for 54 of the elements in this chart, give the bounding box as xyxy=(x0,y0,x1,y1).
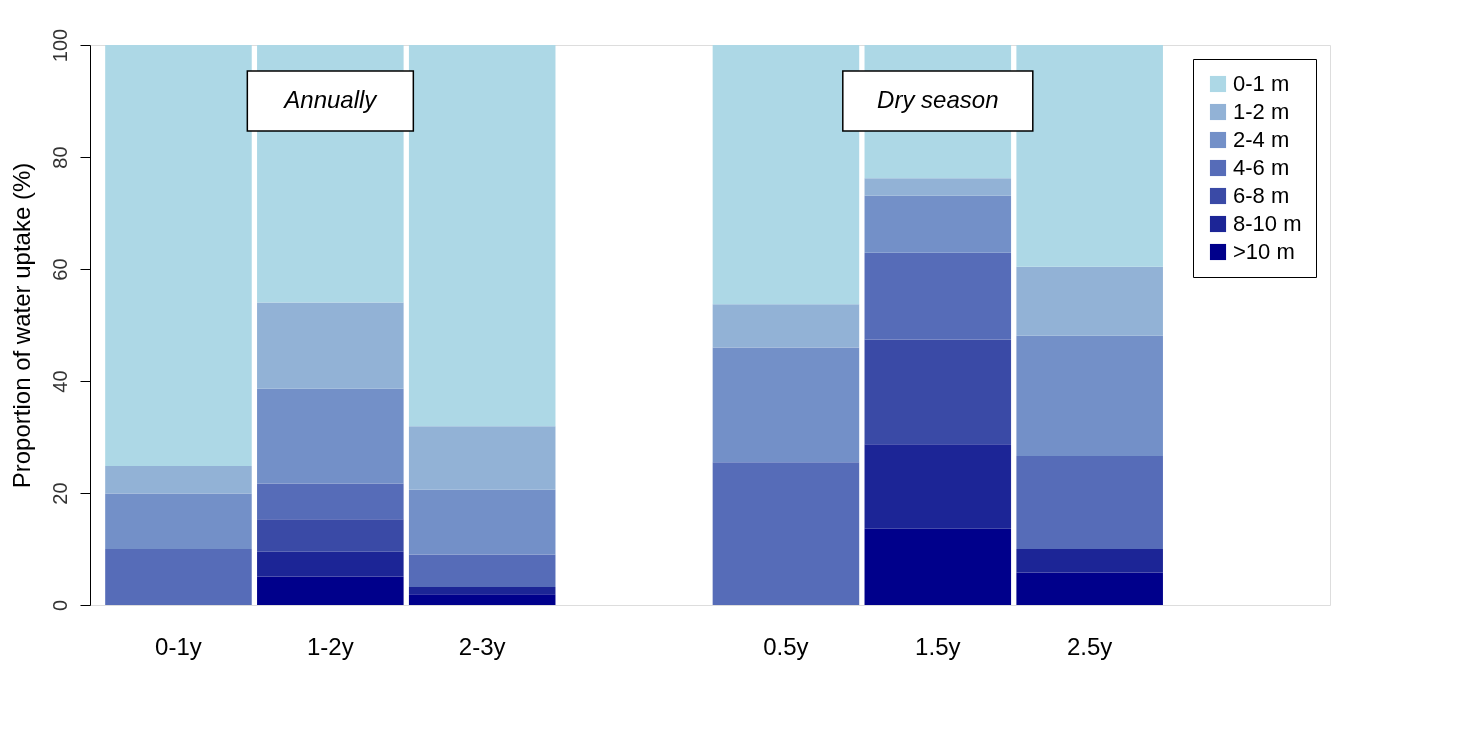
bar xyxy=(1016,45,1163,267)
bar xyxy=(105,45,252,467)
bar xyxy=(1016,335,1163,457)
x-tick-label: 1-2y xyxy=(306,632,354,660)
bar xyxy=(105,466,252,494)
legend-label: 4-6 m xyxy=(1233,155,1290,180)
x-tick-label: 1.5y xyxy=(915,632,961,660)
legend-label: 0-1 m xyxy=(1233,71,1290,96)
x-tick-label: 2.5y xyxy=(1066,632,1113,660)
annotation: Dry season xyxy=(877,86,999,113)
bar xyxy=(408,489,556,555)
bar xyxy=(712,45,860,305)
legend-label: 2-4 m xyxy=(1233,127,1290,152)
bar xyxy=(408,594,556,605)
bar xyxy=(257,302,404,389)
bar xyxy=(257,519,404,552)
y-tick-label: 60 xyxy=(48,258,71,281)
bar xyxy=(257,388,404,484)
bar xyxy=(864,528,1012,605)
bar xyxy=(257,483,404,520)
bar xyxy=(105,493,252,549)
bar xyxy=(408,426,556,490)
bar xyxy=(712,304,860,348)
bar xyxy=(408,587,556,595)
bar xyxy=(257,551,404,577)
bar xyxy=(864,195,1012,253)
legend-label: 6-8 m xyxy=(1233,183,1290,208)
y-tick-label: 20 xyxy=(48,482,71,505)
y-tick-label: 80 xyxy=(48,146,71,169)
bar xyxy=(1016,572,1163,605)
bar xyxy=(864,339,1012,445)
bar xyxy=(1016,266,1163,336)
bar xyxy=(1016,456,1163,549)
bar xyxy=(408,554,556,588)
legend-label: >10 m xyxy=(1233,239,1295,264)
bar xyxy=(1016,549,1163,573)
legend-label: 1-2 m xyxy=(1233,99,1290,124)
y-axis-title: Proportion of water uptake (%) xyxy=(7,162,35,489)
bar xyxy=(408,45,556,427)
bar xyxy=(257,576,404,605)
annotation: Annually xyxy=(282,86,379,113)
bar xyxy=(864,252,1012,340)
bar xyxy=(712,462,860,605)
bar xyxy=(712,347,860,463)
legend-label: 8-10 m xyxy=(1233,211,1302,236)
x-tick-label: 0-1y xyxy=(155,632,202,660)
bar xyxy=(864,444,1012,529)
y-tick-label: 40 xyxy=(48,370,71,393)
y-tick-label: 100 xyxy=(48,28,71,63)
y-tick-label: 0 xyxy=(48,599,71,612)
bar xyxy=(864,178,1012,196)
x-tick-label: 0.5y xyxy=(763,632,809,660)
x-tick-label: 2-3y xyxy=(458,632,506,660)
bar xyxy=(105,549,252,605)
